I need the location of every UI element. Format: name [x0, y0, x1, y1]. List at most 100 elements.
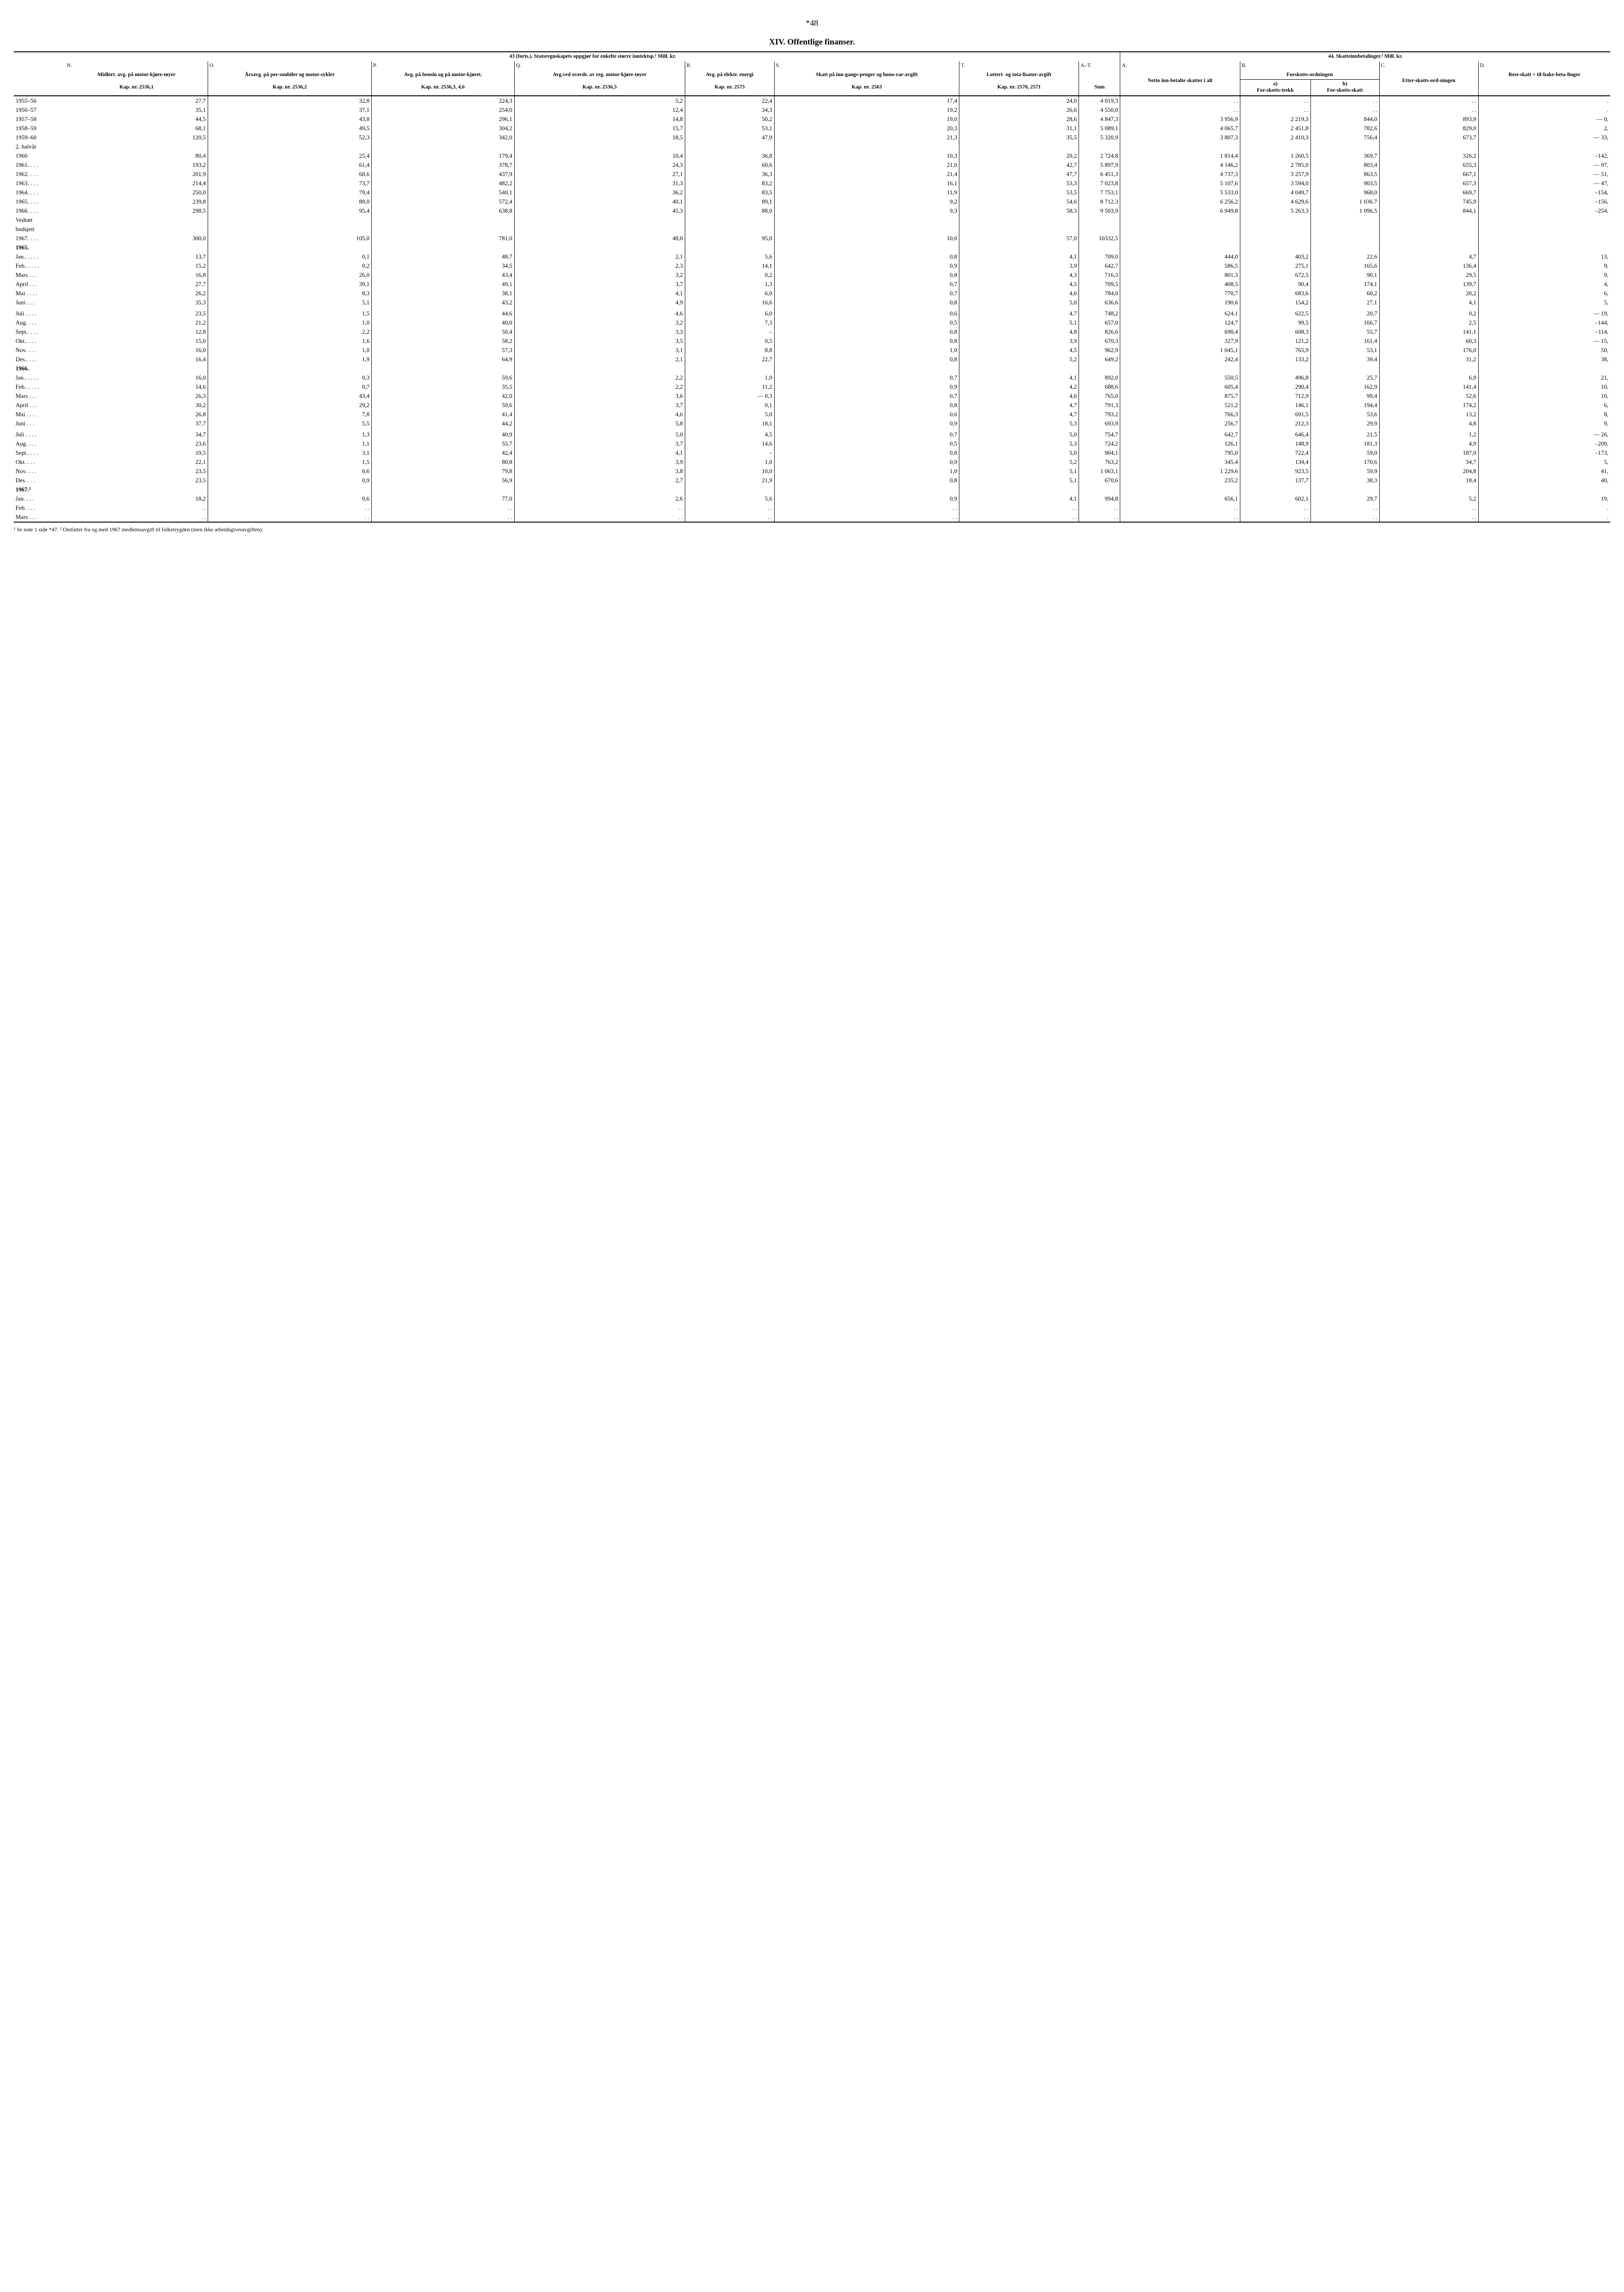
table-cell: . .: [685, 512, 774, 522]
table-cell: 42,7: [959, 160, 1079, 170]
table-cell: 4,6: [959, 289, 1079, 298]
table-cell: 79,8: [372, 467, 515, 476]
table-cell: [208, 142, 371, 151]
table-cell: 893,9: [1379, 115, 1478, 124]
table-cell: –156,: [1478, 197, 1610, 206]
table-cell: 55,7: [1310, 327, 1379, 336]
table-cell: 10,: [1478, 382, 1610, 391]
table-cell: 3,1: [514, 346, 685, 355]
table-cell: 1 260,5: [1240, 151, 1310, 160]
table-cell: 784,0: [1079, 289, 1120, 298]
table-cell: 793,2: [1079, 410, 1120, 419]
table-cell: [66, 225, 208, 234]
table-cell: 722,4: [1240, 448, 1310, 457]
table-cell: 4,6: [959, 391, 1079, 401]
table-cell: [66, 364, 208, 373]
table-cell: [1310, 485, 1379, 494]
table-row: 1958–5968,149,5304,215,753,120,331,15 08…: [14, 124, 1610, 133]
table-row: Feb.. . . . .14,60,735,52,211,20,94,2688…: [14, 382, 1610, 391]
table-cell: 3,9: [959, 261, 1079, 270]
table-cell: [372, 225, 515, 234]
table-cell: 5,0: [685, 410, 774, 419]
table-cell: 154,2: [1240, 298, 1310, 307]
row-label: 1956–57: [14, 105, 66, 115]
table-cell: — 33,: [1478, 133, 1610, 142]
table-cell: [959, 364, 1079, 373]
table-cell: [685, 243, 774, 252]
table-cell: 3,6: [514, 391, 685, 401]
table-cell: –114,: [1478, 327, 1610, 336]
row-label: Juli . . . .: [14, 430, 66, 439]
table-cell: — 97,: [1478, 160, 1610, 170]
table-cell: 2,2: [514, 373, 685, 382]
table-cell: 26,2: [66, 289, 208, 298]
table-cell: 34,5: [372, 261, 515, 270]
table-cell: 0,7: [774, 373, 959, 382]
row-label: Juni . . .: [14, 419, 66, 428]
table-cell: 59,0: [1310, 448, 1379, 457]
table-cell: 6 256,2: [1120, 197, 1240, 206]
table-cell: 40,1: [514, 197, 685, 206]
table-cell: 904,1: [1079, 448, 1120, 457]
table-cell: [1120, 215, 1240, 225]
table-cell: 35,5: [372, 382, 515, 391]
table-cell: 3,7: [514, 401, 685, 410]
row-label: Mars . . .: [14, 512, 66, 522]
table-cell: 2 451,8: [1240, 124, 1310, 133]
table-cell: 250,0: [66, 188, 208, 197]
table-cell: 27,1: [1310, 298, 1379, 307]
table-cell: 162,9: [1310, 382, 1379, 391]
table-cell: 68,1: [66, 124, 208, 133]
table-cell: 754,7: [1079, 430, 1120, 439]
table-cell: 4,1: [959, 373, 1079, 382]
table-cell: 672,5: [1240, 270, 1310, 280]
row-label: 2. halvår: [14, 142, 66, 151]
table-cell: 36,2: [514, 188, 685, 197]
row-label: 1966. . . .: [14, 206, 66, 215]
table-cell: 5,1: [959, 467, 1079, 476]
table-cell: 4,6: [514, 410, 685, 419]
col-AT-desc: Sum: [1079, 71, 1120, 96]
table-cell: . .: [1310, 503, 1379, 512]
table-cell: 44,2: [372, 419, 515, 428]
table-cell: 5,6: [685, 494, 774, 503]
table-cell: [1478, 234, 1610, 243]
table-cell: 23,6: [66, 439, 208, 448]
table-cell: –: [685, 327, 774, 336]
table-cell: 0,5: [685, 336, 774, 346]
table-cell: [208, 243, 371, 252]
table-cell: 4,7: [959, 401, 1079, 410]
table-cell: 2 219,3: [1240, 115, 1310, 124]
table-cell: [372, 243, 515, 252]
table-cell: 1 036.7: [1310, 197, 1379, 206]
table-cell: [1379, 142, 1478, 151]
table-cell: 80,8: [372, 457, 515, 467]
table-cell: . .: [66, 503, 208, 512]
table-row: 2. halvår: [14, 142, 1610, 151]
table-cell: 2,2: [514, 382, 685, 391]
table-cell: 14,8: [514, 115, 685, 124]
row-label: Okt.. . . .: [14, 336, 66, 346]
table-cell: 0,7: [208, 382, 371, 391]
table-cell: . .: [1079, 512, 1120, 522]
table-row: Mars . . .16,826,043,43,20,20,84,3716,38…: [14, 270, 1610, 280]
table-cell: 53,6: [1310, 410, 1379, 419]
table-cell: [1120, 485, 1240, 494]
table-cell: 7,8: [208, 410, 371, 419]
table-cell: 99,5: [1240, 318, 1310, 327]
table-cell: 1,2: [1379, 430, 1478, 439]
table-cell: [1379, 243, 1478, 252]
table-cell: 0,9: [774, 382, 959, 391]
table-cell: 126,1: [1120, 439, 1240, 448]
table-cell: 670,3: [1079, 336, 1120, 346]
table-cell: 43,2: [372, 298, 515, 307]
row-label: Feb. . . .: [14, 503, 66, 512]
col-T-desc: Lotteri- og tota-lisator-avgiftKap. nr. …: [959, 71, 1079, 96]
table-cell: [66, 215, 208, 225]
table-cell: 4 847,3: [1079, 115, 1120, 124]
table-cell: 5,2: [959, 457, 1079, 467]
table-cell: 3,8: [514, 467, 685, 476]
table-cell: 4 550,0: [1079, 105, 1120, 115]
table-cell: 4,1: [1379, 298, 1478, 307]
table-cell: 3,9: [959, 336, 1079, 346]
